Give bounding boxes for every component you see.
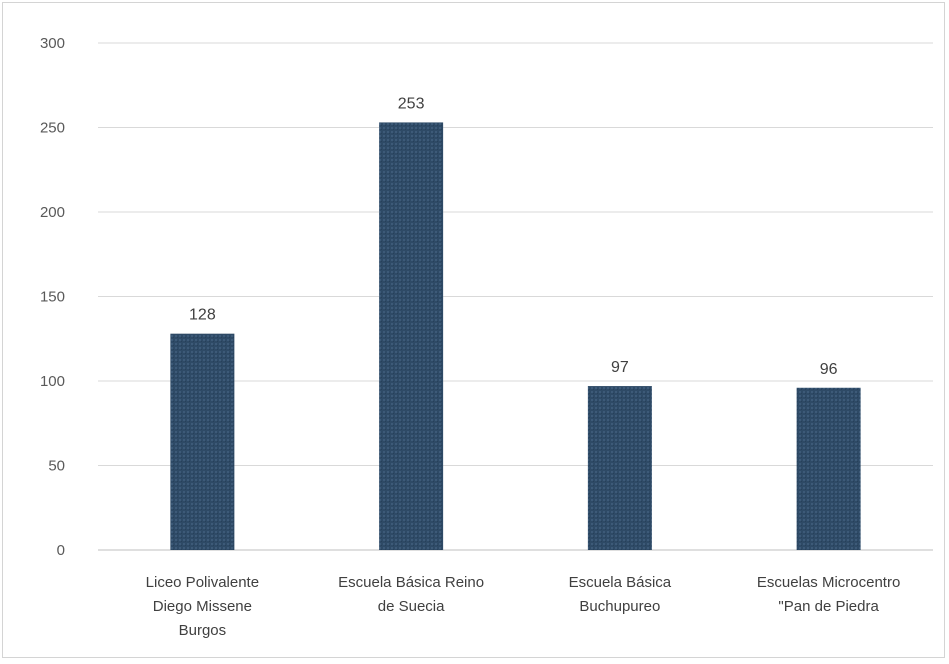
y-tick-label: 100 <box>40 373 65 390</box>
data-label: 128 <box>189 307 216 324</box>
x-tick-label: Escuelas Microcentro "Pan de Piedra <box>757 574 900 615</box>
x-tick-label: Escuela Básica Reino de Suecia <box>338 574 484 615</box>
bar-series <box>170 122 861 551</box>
grid-layer <box>98 42 933 551</box>
x-tick-label-line: Escuela Básica <box>569 574 672 591</box>
bar-chart: 0 50 100 150 200 250 300 128 253 97 96 Liceo Poli… <box>40 35 933 639</box>
bar <box>587 386 652 550</box>
x-tick-label: Liceo Polivalente Diego Missene Burgos <box>146 574 259 639</box>
bar <box>170 333 235 550</box>
data-labels: 128 253 97 96 <box>189 95 838 377</box>
y-tick-label: 150 <box>40 289 65 306</box>
y-tick-label: 300 <box>40 35 65 52</box>
y-tick-label: 250 <box>40 120 65 137</box>
x-tick-label-line: de Suecia <box>378 598 445 615</box>
y-tick-label: 200 <box>40 204 65 221</box>
y-tick-label: 0 <box>57 542 65 559</box>
x-tick-label-line: Liceo Polivalente <box>146 574 259 591</box>
y-tick-label: 50 <box>48 458 65 475</box>
x-tick-label-line: "Pan de Piedra <box>778 598 879 615</box>
data-label: 97 <box>611 359 629 376</box>
data-label: 253 <box>398 95 425 112</box>
x-tick-label-line: Escuela Básica Reino <box>338 574 484 591</box>
x-tick-label-line: Escuelas Microcentro <box>757 574 900 591</box>
x-tick-label-line: Burgos <box>179 622 227 639</box>
bar <box>379 122 444 551</box>
bar <box>796 387 861 550</box>
x-axis: Liceo Polivalente Diego Missene Burgos Escu… <box>146 574 901 639</box>
y-axis: 0 50 100 150 200 250 300 <box>40 35 65 559</box>
data-label: 96 <box>820 361 838 378</box>
x-tick-label: Escuela Básica Buchupureo <box>569 574 672 615</box>
x-tick-label-line: Buchupureo <box>579 598 660 615</box>
x-tick-label-line: Diego Missene <box>153 598 252 615</box>
